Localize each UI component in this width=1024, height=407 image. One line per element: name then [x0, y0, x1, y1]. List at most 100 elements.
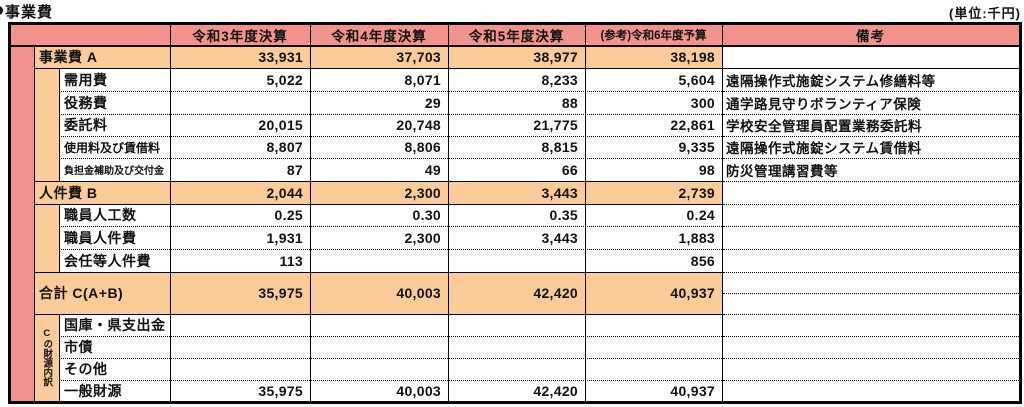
row-label: 職員人工数	[64, 207, 137, 223]
row-value-fy4: 8,071	[404, 71, 441, 88]
row-value-fy4	[310, 358, 448, 380]
grid-hline-dotted	[59, 91, 722, 92]
grid-hline	[34, 204, 722, 205]
row-value-fy5: 66	[561, 161, 578, 178]
header-fy2021: 令和3年度決算	[192, 29, 288, 44]
title-bullet-fragment-icon	[0, 6, 3, 15]
grid-hline-dotted	[59, 358, 722, 359]
row-remark: 防災管理講習費等	[726, 163, 838, 179]
row-value-fy3	[170, 91, 310, 114]
remarks-hline-dotted	[723, 181, 1019, 182]
row-value-fy3: 2,044	[266, 184, 303, 201]
indent-strip-b	[34, 204, 59, 272]
grid-hline-dotted	[59, 380, 722, 381]
row-value-fy4: 40,003	[396, 382, 441, 399]
row-value-fy4	[310, 249, 448, 272]
row-value-fy4: 0.30	[412, 207, 441, 223]
grid-hline-dotted	[59, 158, 722, 159]
row-value-fy5	[448, 336, 585, 358]
grid-vline	[59, 204, 60, 272]
row-value-fy5: 38,977	[533, 48, 578, 65]
row-value-fy5: 0.35	[549, 207, 578, 223]
grid-vline	[170, 25, 171, 401]
row-value-fy5: 21,775	[533, 117, 578, 133]
row-value-fy3: 8,807	[266, 139, 303, 155]
remarks-hline-dotted	[723, 226, 1019, 227]
row-value-fy5: 3,443	[541, 229, 578, 246]
row-value-fy4: 8,806	[404, 139, 441, 155]
grid-vline	[59, 314, 60, 401]
left-pink-strip	[11, 45, 34, 401]
row-value-fy6: 1,883	[678, 229, 715, 246]
row-value-fy3: 5,022	[266, 71, 303, 88]
remarks-hline-dotted	[723, 91, 1019, 92]
row-value-fy3: 35,975	[258, 285, 303, 301]
page-title: 事業費	[5, 4, 54, 21]
remarks-hline-dotted	[723, 314, 1019, 315]
row-value-fy6: 9,335	[678, 139, 715, 155]
row-value-fy6: 856	[690, 252, 715, 269]
row-value-fy3: 113	[279, 252, 303, 269]
remarks-hline-dotted	[723, 136, 1019, 137]
row-remark: 遠隔操作式施錠システム賃借料	[726, 141, 922, 156]
grid-hline-dotted	[59, 336, 722, 337]
row-label: 一般財源	[64, 382, 122, 399]
row-value-fy3: 0.25	[274, 207, 303, 223]
remarks-hline-dotted	[723, 249, 1019, 250]
row-value-fy4	[310, 314, 448, 336]
row-value-fy6: 300	[690, 94, 715, 111]
row-value-fy5	[448, 249, 585, 272]
row-value-fy5: 3,443	[541, 184, 578, 201]
remarks-hline-dotted	[723, 358, 1019, 359]
row-value-fy4: 2,300	[404, 229, 441, 246]
row-value-fy6: 22,861	[670, 117, 715, 133]
row-value-fy6: 40,937	[670, 285, 715, 301]
row-value-fy4: 2,300	[404, 184, 441, 201]
grid-hline-dotted	[59, 136, 722, 137]
row-remark: 学校安全管理員配置業務委託料	[726, 119, 922, 134]
row-label: 職員人件費	[64, 229, 137, 246]
row-value-fy6	[585, 314, 722, 336]
row-label: その他	[64, 361, 108, 377]
row-value-fy4: 29	[424, 94, 441, 111]
remarks-hline-dotted	[723, 272, 1019, 273]
row-value-fy4: 37,703	[396, 48, 441, 65]
grid-hline	[34, 272, 722, 273]
row-value-fy3: 1,931	[266, 229, 303, 246]
grid-vline	[59, 68, 60, 181]
header-fy2024-budget: (参考)令和6年度予算	[600, 30, 707, 42]
row-label: 使用料及び賃借料	[64, 140, 161, 155]
row-total-background	[34, 272, 722, 314]
row-value-fy5	[448, 358, 585, 380]
row-label: 国庫・県支出金	[64, 317, 166, 333]
row-remark: 通学路見守りボランティア保険	[726, 96, 922, 112]
row-label: 負担金補助及び交付金	[64, 166, 164, 177]
row-value-fy3	[170, 336, 310, 358]
row-value-fy3: 35,975	[258, 382, 303, 399]
row-label: 会任等人件費	[64, 252, 151, 269]
row-value-fy6	[585, 358, 722, 380]
row-value-fy4: 40,003	[396, 285, 441, 301]
row-value-fy5: 8,233	[541, 71, 578, 88]
row-value-fy6: 38,198	[670, 48, 715, 65]
row-value-fy6: 2,739	[678, 184, 715, 201]
remarks-hline-dotted	[723, 114, 1019, 115]
row-value-fy5: 8,815	[541, 139, 578, 155]
remarks-hline-dotted	[723, 380, 1019, 381]
row-remark: 遠隔操作式施錠システム修繕料等	[726, 73, 936, 89]
row-label-total: 合計 C(A+B)	[39, 285, 124, 301]
row-value-fy6: 0.24	[686, 207, 715, 223]
row-value-fy6: 98	[698, 161, 715, 178]
row-value-fy3: 20,015	[258, 117, 303, 133]
grid-vline	[310, 25, 311, 401]
unit-label: (単位:千円)	[949, 6, 1021, 21]
indent-strip-a	[34, 68, 59, 181]
row-label: 市債	[64, 339, 93, 355]
header-remarks: 備考	[856, 29, 885, 44]
row-label: 役務費	[64, 94, 108, 111]
row-value-fy6: 40,937	[670, 382, 715, 399]
header-fy2023: 令和5年度決算	[468, 29, 565, 44]
row-label: 需用費	[64, 71, 108, 88]
grid-hline	[34, 68, 1019, 69]
